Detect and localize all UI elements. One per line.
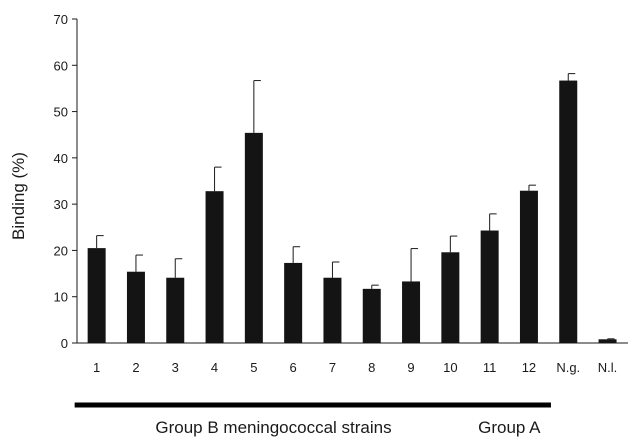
bar-5 <box>244 132 263 343</box>
bar-1 <box>87 248 106 343</box>
bar-9 <box>402 281 421 343</box>
bar-6 <box>284 262 303 343</box>
x-tick-label: 3 <box>172 360 179 375</box>
y-axis-label: Binding (%) <box>9 152 28 240</box>
x-tick-label: N.g. <box>556 360 580 375</box>
y-tick-label: 20 <box>54 243 68 258</box>
y-tick-label: 40 <box>54 151 68 166</box>
y-tick-label: 0 <box>61 336 68 351</box>
group-label-1: Group B meningococcal strains <box>155 418 391 437</box>
bar-8 <box>362 288 381 343</box>
y-tick-label: 10 <box>54 290 68 305</box>
x-tick-label: 6 <box>290 360 297 375</box>
y-tick-label: 30 <box>54 197 68 212</box>
x-tick-label: 7 <box>329 360 336 375</box>
x-tick-label: 9 <box>407 360 414 375</box>
bar-7 <box>323 277 342 343</box>
bar-12 <box>519 190 538 343</box>
y-tick-label: 50 <box>54 105 68 120</box>
bars <box>87 80 617 343</box>
bar-N.l. <box>598 339 617 343</box>
x-tick-label: 4 <box>211 360 218 375</box>
x-tick-label: N.l. <box>598 360 618 375</box>
error-bars <box>96 73 615 340</box>
bar-3 <box>166 277 185 343</box>
x-tick-label: 2 <box>132 360 139 375</box>
x-tick-label: 11 <box>483 360 497 375</box>
bar-11 <box>480 230 499 343</box>
group-label-2: Group A <box>478 418 541 437</box>
bar-10 <box>441 252 460 343</box>
x-tick-label: 5 <box>250 360 257 375</box>
x-tick-label: 8 <box>368 360 375 375</box>
bar-4 <box>205 191 224 343</box>
x-tick-labels: 1 2 3 4 5 6 7 8 9 10 11 12 N.g. N.l. <box>93 360 617 375</box>
bar-2 <box>126 271 145 343</box>
x-tick-label: 1 <box>93 360 100 375</box>
x-tick-label: 12 <box>522 360 536 375</box>
y-tick-label: 60 <box>54 58 68 73</box>
x-tick-label: 10 <box>443 360 457 375</box>
y-ticks: 0 10 20 30 40 50 60 70 <box>54 12 77 351</box>
y-tick-label: 70 <box>54 12 68 27</box>
bar-N.g. <box>559 80 578 343</box>
group-brackets: Group B meningococcal strains Group A <box>74 402 551 437</box>
